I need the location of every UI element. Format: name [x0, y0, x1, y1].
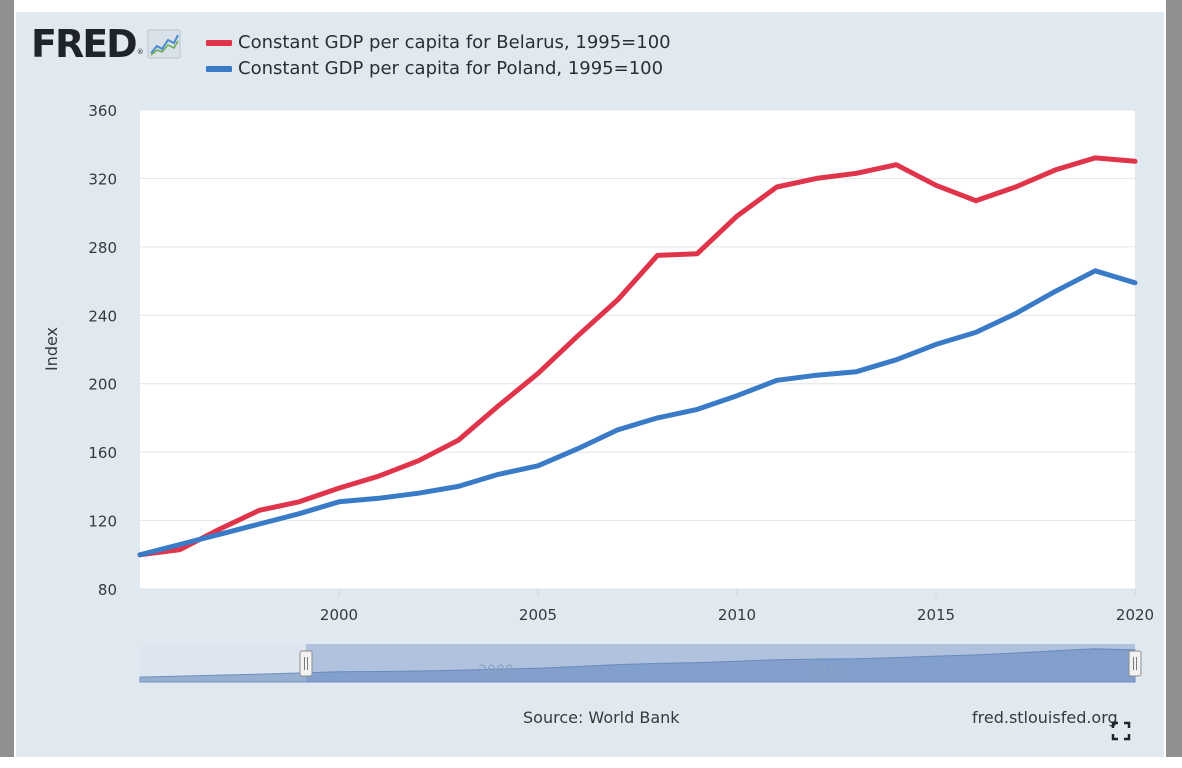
legend-label-belarus: Constant GDP per capita for Belarus, 199…: [238, 32, 671, 53]
page-bottom-strip: [0, 757, 1182, 768]
y-tick-label: 160: [88, 444, 117, 462]
navigator-label-2000: 2000: [478, 663, 514, 679]
x-tick-label: 2010: [718, 606, 756, 624]
navigator-left-handle[interactable]: [299, 650, 313, 677]
y-tick-label: 360: [88, 102, 117, 120]
source-label: Source: World Bank: [523, 708, 680, 727]
y-axis-label: Index: [42, 327, 61, 371]
series-line-belarus[interactable]: [137, 155, 1138, 558]
navigator-selected-range[interactable]: [306, 644, 1135, 682]
y-tick-label: 240: [88, 307, 117, 325]
legend-swatch-poland: [206, 65, 232, 72]
navigator-label-2010: 2010: [809, 663, 845, 679]
x-tick-label: 2015: [917, 606, 955, 624]
legend-item-poland[interactable]: Constant GDP per capita for Poland, 1995…: [206, 58, 663, 79]
logo-graph-icon: [147, 29, 181, 59]
y-tick-label: 120: [88, 513, 117, 531]
y-tick-label: 280: [88, 239, 117, 257]
logo-text: FRED: [31, 22, 138, 66]
y-tick-label: 200: [88, 376, 117, 394]
x-tick-label: 2000: [320, 606, 358, 624]
fullscreen-icon[interactable]: [1111, 721, 1131, 741]
y-tick-label: 80: [98, 581, 117, 599]
legend-label-poland: Constant GDP per capita for Poland, 1995…: [238, 58, 664, 79]
y-tick-label: 320: [88, 170, 117, 188]
x-tick-label: 2020: [1116, 606, 1154, 624]
logo-registered-mark: ®: [136, 48, 144, 56]
fred-logo[interactable]: FRED ®: [31, 24, 181, 64]
navigator-right-handle[interactable]: [1128, 650, 1142, 677]
range-navigator[interactable]: 2000 2010: [139, 644, 1142, 683]
legend-item-belarus[interactable]: Constant GDP per capita for Belarus, 199…: [206, 32, 671, 53]
fred-site-link[interactable]: fred.stlouisfed.org: [972, 708, 1118, 727]
x-tick-label: 2005: [519, 606, 557, 624]
navigator-area: [139, 648, 1136, 683]
series-line-poland[interactable]: [137, 268, 1138, 558]
legend-swatch-belarus: [206, 39, 232, 46]
